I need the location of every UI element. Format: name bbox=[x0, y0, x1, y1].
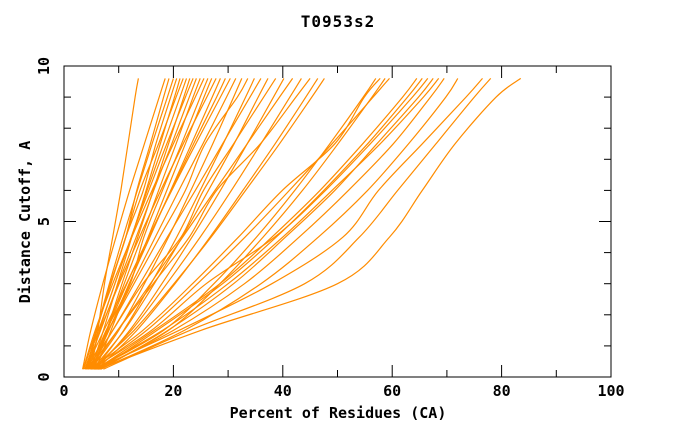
model-curve bbox=[85, 78, 249, 370]
y-tick-label: 0 bbox=[35, 372, 53, 381]
x-tick-label: 100 bbox=[597, 382, 624, 400]
model-curve bbox=[99, 78, 459, 370]
y-axis-title-text: Distance Cutoff, A bbox=[16, 140, 34, 304]
model-curve bbox=[95, 78, 285, 370]
x-tick-label: 0 bbox=[59, 382, 68, 400]
model-curve bbox=[82, 78, 166, 370]
x-axis-title: Percent of Residues (CA) bbox=[229, 404, 447, 422]
model-curve bbox=[89, 78, 209, 370]
model-curve bbox=[92, 78, 231, 370]
x-tick-label: 80 bbox=[493, 382, 511, 400]
model-curve bbox=[95, 78, 213, 370]
model-curve bbox=[86, 78, 277, 370]
model-curve bbox=[87, 78, 311, 370]
model-curve bbox=[84, 78, 188, 370]
model-curve bbox=[94, 77, 483, 370]
y-tick-label: 5 bbox=[35, 217, 53, 226]
chart-title: T0953s2 bbox=[300, 12, 376, 31]
x-tick-label: 20 bbox=[164, 382, 182, 400]
x-tick-label: 60 bbox=[383, 382, 401, 400]
model-curve bbox=[89, 78, 381, 370]
model-curve bbox=[95, 78, 418, 370]
model-curve bbox=[82, 78, 205, 370]
model-curve bbox=[91, 78, 269, 370]
model-curve bbox=[96, 78, 319, 370]
x-tick-label: 40 bbox=[274, 382, 292, 400]
y-tick-label: 10 bbox=[35, 57, 53, 75]
model-curve bbox=[103, 77, 492, 370]
model-curve bbox=[91, 78, 325, 370]
model-curve bbox=[88, 78, 194, 370]
model-curve bbox=[94, 78, 255, 370]
model-curve bbox=[93, 78, 440, 370]
model-curve bbox=[93, 78, 302, 370]
model-curve bbox=[97, 78, 445, 370]
model-curve bbox=[90, 78, 429, 370]
model-curve bbox=[98, 77, 522, 370]
model-curve bbox=[86, 78, 184, 370]
model-curve bbox=[100, 78, 434, 370]
model-curve bbox=[86, 78, 217, 370]
model-curve bbox=[92, 77, 390, 370]
